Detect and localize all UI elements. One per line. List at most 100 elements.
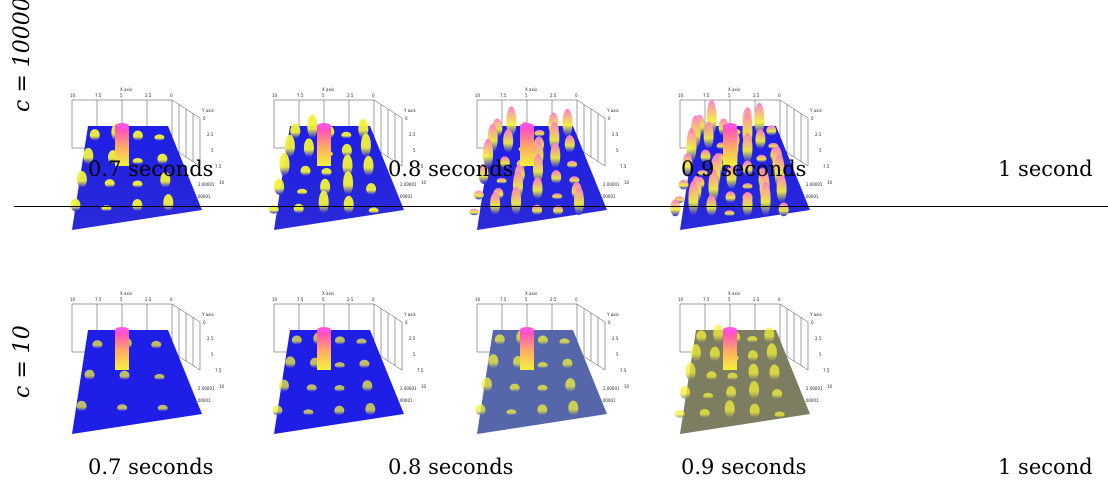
svg-text:7.5: 7.5 bbox=[620, 164, 627, 169]
svg-text:7.5: 7.5 bbox=[95, 297, 102, 302]
svg-text:7.5: 7.5 bbox=[215, 368, 222, 373]
svg-text:2.5: 2.5 bbox=[550, 297, 557, 302]
svg-text:2.5: 2.5 bbox=[145, 297, 152, 302]
svg-text:X axis: X axis bbox=[728, 291, 740, 296]
svg-text:2.00001: 2.00001 bbox=[400, 386, 417, 391]
svg-text:2.5: 2.5 bbox=[347, 297, 354, 302]
svg-text:2.00001: 2.00001 bbox=[599, 194, 616, 199]
svg-text:7.5: 7.5 bbox=[823, 368, 830, 373]
caption: 0.8 seconds bbox=[388, 455, 514, 479]
svg-text:2.00001: 2.00001 bbox=[400, 182, 417, 187]
svg-text:X axis: X axis bbox=[728, 87, 740, 92]
surface-plot: X axis Y axis 10 7.5 5 2.5 0 0 2.5 5 7.5 10 2.00001 2… bbox=[60, 282, 260, 442]
svg-text:5: 5 bbox=[322, 297, 325, 302]
svg-text:0: 0 bbox=[203, 320, 206, 325]
svg-text:10: 10 bbox=[475, 297, 481, 302]
svg-text:5: 5 bbox=[525, 93, 528, 98]
svg-text:2.00001: 2.00001 bbox=[396, 194, 413, 199]
svg-text:2.00001: 2.00001 bbox=[198, 386, 215, 391]
svg-text:7.5: 7.5 bbox=[703, 297, 710, 302]
svg-text:7.5: 7.5 bbox=[500, 297, 507, 302]
svg-text:0: 0 bbox=[575, 297, 578, 302]
svg-text:10: 10 bbox=[827, 384, 833, 389]
svg-text:2.5: 2.5 bbox=[409, 132, 416, 137]
svg-text:2.5: 2.5 bbox=[815, 336, 822, 341]
svg-text:Y axis: Y axis bbox=[606, 312, 619, 317]
svg-text:5: 5 bbox=[413, 148, 416, 153]
caption: 0.9 seconds bbox=[681, 157, 807, 181]
svg-text:0: 0 bbox=[811, 320, 814, 325]
svg-text:7.5: 7.5 bbox=[95, 93, 102, 98]
svg-text:10: 10 bbox=[678, 93, 684, 98]
svg-text:5: 5 bbox=[211, 148, 214, 153]
svg-text:7.5: 7.5 bbox=[620, 368, 627, 373]
svg-text:0: 0 bbox=[608, 320, 611, 325]
svg-text:10: 10 bbox=[421, 180, 427, 185]
surface-plot: X axis Y axis 10 7.5 5 2.5 0 0 2.5 5 7.5 10 2.00001 2… bbox=[465, 78, 665, 238]
svg-text:Y axis: Y axis bbox=[809, 312, 822, 317]
svg-text:7.5: 7.5 bbox=[297, 297, 304, 302]
svg-text:2.5: 2.5 bbox=[753, 297, 760, 302]
svg-text:10: 10 bbox=[70, 297, 76, 302]
svg-text:Y axis: Y axis bbox=[201, 312, 214, 317]
svg-text:2.00001: 2.00001 bbox=[802, 194, 819, 199]
svg-text:0: 0 bbox=[778, 93, 781, 98]
svg-text:7.5: 7.5 bbox=[500, 93, 507, 98]
svg-text:Y axis: Y axis bbox=[403, 312, 416, 317]
svg-text:Y axis: Y axis bbox=[809, 108, 822, 113]
svg-text:0: 0 bbox=[170, 93, 173, 98]
svg-text:7.5: 7.5 bbox=[297, 93, 304, 98]
svg-text:10: 10 bbox=[678, 297, 684, 302]
svg-text:X axis: X axis bbox=[120, 87, 132, 92]
svg-text:10: 10 bbox=[827, 180, 833, 185]
svg-text:2.00001: 2.00001 bbox=[802, 398, 819, 403]
svg-text:2.5: 2.5 bbox=[207, 132, 214, 137]
svg-text:5: 5 bbox=[819, 148, 822, 153]
surface-plot: X axis Y axis 10 7.5 5 2.5 0 0 2.5 5 7.5 10 2.00001 2… bbox=[262, 282, 462, 442]
svg-text:7.5: 7.5 bbox=[215, 164, 222, 169]
svg-text:X axis: X axis bbox=[525, 87, 537, 92]
svg-text:5: 5 bbox=[616, 352, 619, 357]
svg-text:0: 0 bbox=[372, 297, 375, 302]
caption: 0.9 seconds bbox=[681, 455, 807, 479]
svg-text:0: 0 bbox=[170, 297, 173, 302]
svg-text:7.5: 7.5 bbox=[417, 368, 424, 373]
svg-text:Y axis: Y axis bbox=[403, 108, 416, 113]
svg-text:5: 5 bbox=[616, 148, 619, 153]
surface-plot: X axis Y axis 10 7.5 5 2.5 0 0 2.5 5 7.5 10 2.00001 2… bbox=[668, 282, 868, 442]
svg-text:5: 5 bbox=[120, 297, 123, 302]
svg-text:10: 10 bbox=[421, 384, 427, 389]
svg-text:X axis: X axis bbox=[120, 291, 132, 296]
svg-text:0: 0 bbox=[608, 116, 611, 121]
svg-text:10: 10 bbox=[624, 180, 630, 185]
caption: 0.7 seconds bbox=[88, 455, 214, 479]
surface-plot: X axis Y axis 10 7.5 5 2.5 0 0 2.5 5 7.5 10 2.00001 2… bbox=[262, 78, 462, 238]
svg-text:2.5: 2.5 bbox=[207, 336, 214, 341]
divider-line bbox=[14, 206, 1108, 207]
svg-text:2.00001: 2.00001 bbox=[194, 398, 211, 403]
svg-text:2.00001: 2.00001 bbox=[194, 194, 211, 199]
svg-text:2.00001: 2.00001 bbox=[198, 182, 215, 187]
svg-text:10: 10 bbox=[219, 180, 225, 185]
svg-text:2.5: 2.5 bbox=[409, 336, 416, 341]
svg-text:5: 5 bbox=[413, 352, 416, 357]
row-label-c-10000: c = 10000 bbox=[10, 0, 35, 112]
svg-text:Y axis: Y axis bbox=[606, 108, 619, 113]
svg-text:5: 5 bbox=[120, 93, 123, 98]
svg-text:2.00001: 2.00001 bbox=[599, 398, 616, 403]
svg-text:7.5: 7.5 bbox=[417, 164, 424, 169]
svg-text:10: 10 bbox=[70, 93, 76, 98]
svg-text:0: 0 bbox=[778, 297, 781, 302]
surface-plot: X axis Y axis 10 7.5 5 2.5 0 0 2.5 5 7.5 10 2.00001 2… bbox=[465, 282, 665, 442]
svg-text:5: 5 bbox=[211, 352, 214, 357]
svg-text:2.5: 2.5 bbox=[550, 93, 557, 98]
svg-text:10: 10 bbox=[475, 93, 481, 98]
svg-text:2.5: 2.5 bbox=[815, 132, 822, 137]
svg-text:0: 0 bbox=[811, 116, 814, 121]
svg-text:Y axis: Y axis bbox=[201, 108, 214, 113]
svg-text:7.5: 7.5 bbox=[703, 93, 710, 98]
svg-text:2.00001: 2.00001 bbox=[603, 182, 620, 187]
svg-text:2.00001: 2.00001 bbox=[806, 182, 823, 187]
caption: 0.8 seconds bbox=[388, 157, 514, 181]
svg-text:2.5: 2.5 bbox=[347, 93, 354, 98]
